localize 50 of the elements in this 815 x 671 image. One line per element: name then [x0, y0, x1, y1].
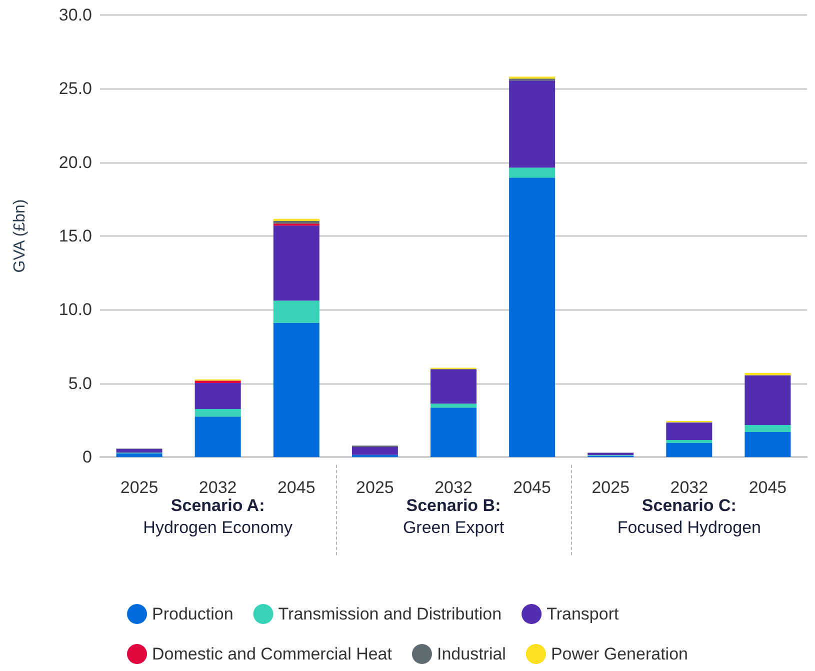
- x-tick-label: 2045: [513, 478, 551, 497]
- bar: [588, 452, 634, 456]
- bar: [509, 168, 556, 178]
- bar: [194, 380, 241, 384]
- x-tick-label: 2045: [277, 478, 316, 497]
- bar: [430, 404, 476, 408]
- y-tick-label: 5.0: [68, 374, 92, 393]
- y-axis-title: GVA (£bn): [12, 199, 28, 273]
- text: Scenario B: Green Export: [402, 495, 504, 537]
- bar: [744, 432, 791, 457]
- bar: [273, 226, 320, 301]
- x-tick-label: 2025: [120, 478, 158, 497]
- x-tick-label: 2032: [670, 478, 708, 497]
- y-tick-label: 10.0: [58, 300, 92, 320]
- bar: [666, 422, 712, 440]
- x-tick-label: 2025: [356, 478, 394, 497]
- legend-label: Production: [152, 604, 234, 624]
- legend-label: Transport: [546, 604, 619, 624]
- y-tick-label: 20.0: [58, 152, 92, 172]
- bar: [744, 375, 791, 426]
- legend-label: Domestic and Commercial Heat: [152, 644, 392, 664]
- bar: [509, 178, 556, 457]
- bar: [116, 453, 162, 457]
- x-tick-label: 2032: [434, 478, 472, 497]
- x-tick-label: 2032: [198, 478, 237, 497]
- bar: [509, 80, 556, 168]
- bar: [744, 425, 791, 432]
- bar: [352, 446, 398, 455]
- y-tick-label: 0: [82, 448, 92, 466]
- legend-label: Industrial: [436, 644, 506, 664]
- x-tick-label: 2045: [748, 478, 787, 497]
- bar: [666, 440, 712, 444]
- bar: [430, 369, 476, 404]
- bar: [666, 443, 712, 457]
- bar: [194, 408, 241, 417]
- x-tick-label: 2025: [592, 478, 630, 497]
- bar: [194, 416, 241, 457]
- bar: [273, 322, 320, 457]
- legend-label: Power Generation: [550, 644, 688, 664]
- bar: [194, 383, 241, 409]
- bar: [430, 408, 476, 457]
- y-tick-label: 15.0: [58, 226, 92, 246]
- text: Scenario A: Hydrogen Economy: [143, 496, 292, 537]
- bar: [273, 300, 320, 323]
- y-tick-label: 30.0: [58, 6, 92, 24]
- legend-label: Transmission and Distribution: [278, 604, 502, 624]
- bar: [116, 448, 162, 453]
- bar: [273, 220, 320, 224]
- text: Scenario C: Focused Hydrogen: [617, 496, 761, 537]
- y-tick-label: 25.0: [58, 79, 92, 98]
